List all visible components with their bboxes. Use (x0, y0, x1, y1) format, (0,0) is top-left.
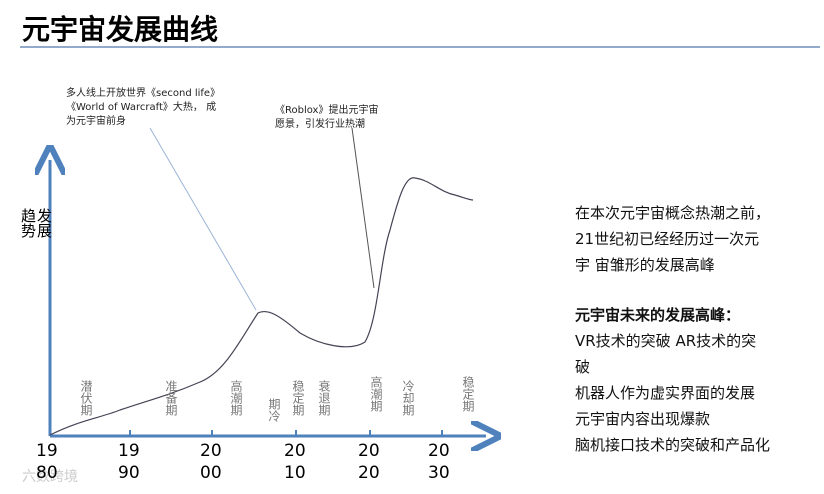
phase-label: 稳定期 (291, 380, 305, 416)
y-axis-label: 发展趋势 (19, 208, 53, 238)
side-line: 脑机接口技术的突破和产品化 (575, 436, 771, 454)
callout-line (149, 127, 257, 311)
phase-label: 潜伏期 (79, 380, 93, 416)
annotation-line: 愿景，引发行业热潮 (275, 119, 365, 130)
phase-label: 高潮期 (229, 380, 243, 416)
annotation-line: 《Roblox》提出元宇宙 (275, 105, 379, 116)
phase-label: 稳定期 (461, 376, 475, 412)
annotation-line: 《World of Warcraft》大热， 成 (66, 102, 217, 113)
side-intro: 在本次元宇宙概念热潮之前， 21世纪初已经经历过一次元宇 宙雏形的发展高峰 (575, 200, 770, 278)
side-line: VR技术的突破 AR技术的突 (575, 332, 757, 350)
annotation: 多人线上开放世界《second life》 《World of Warcraft》… (66, 87, 220, 129)
tick-marks (129, 430, 443, 436)
side-items: VR技术的突破 AR技术的突破机器人作为虚实界面的发展 元宇宙内容出现爆款脑机接口… (575, 328, 770, 458)
x-tick-label: 2000 (200, 441, 222, 483)
watermark: 六数跨境 (22, 469, 78, 485)
phase-label: 衰退期 (317, 380, 331, 416)
callout-line (351, 127, 375, 289)
title: 元宇宙发展曲线 (22, 13, 219, 46)
x-tick-label: 2030 (428, 441, 450, 483)
side-line: 21世纪初已经经历过一次元 (575, 230, 760, 248)
annotation-line: 为元宇宙前身 (66, 116, 126, 127)
annotation-line: 多人线上开放世界《second life》 (66, 88, 221, 99)
trend-curve (49, 177, 474, 436)
side-line: 机器人作为虚实界面的发展 (575, 384, 756, 402)
side-line: 宇 宙雏形的发展高峰 (575, 256, 715, 274)
side-line: 元宇宙内容出现爆款 (575, 410, 711, 428)
phase-label: 高潮期 (369, 376, 383, 412)
phase-label: 准备期 (164, 380, 178, 416)
phase-label: 冷却期 (401, 380, 415, 416)
x-tick-label: 1990 (118, 441, 140, 483)
x-tick-label: 2010 (284, 441, 306, 483)
x-tick-label: 1980 (36, 441, 58, 483)
side-heading: 元宇宙未来的发展高峰： (575, 306, 741, 324)
x-tick-label: 2020 (358, 441, 380, 483)
side-line: 破 (575, 358, 591, 376)
side-line: 在本次元宇宙概念热潮之前， (575, 204, 771, 222)
annotation: 《Roblox》提出元宇宙 愿景，引发行业热潮 (275, 104, 378, 132)
phase-label: 期冷 (267, 398, 281, 422)
